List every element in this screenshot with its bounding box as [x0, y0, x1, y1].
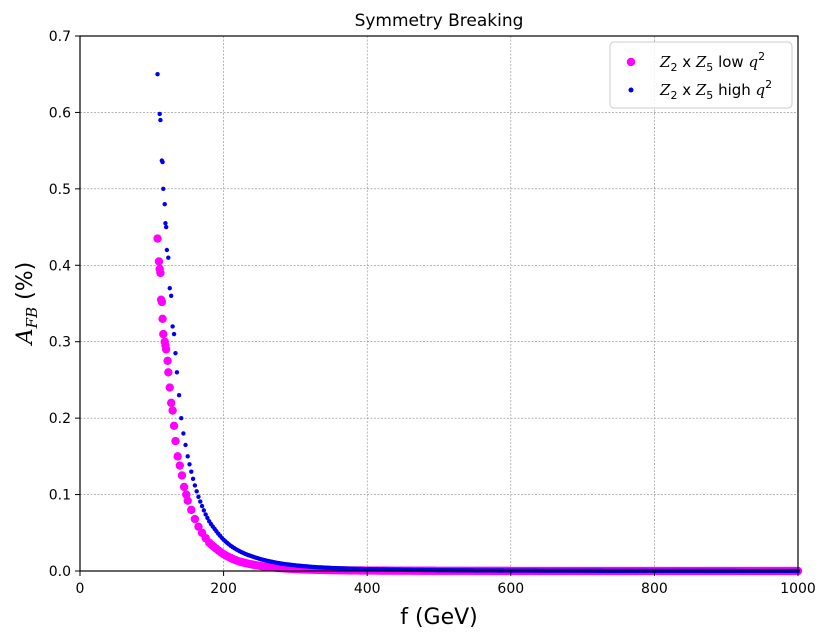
- scatter-point-z2-x-z5-high-q-2: [198, 499, 203, 504]
- scatter-point-z2-x-z5-high-q-2: [160, 159, 165, 165]
- scatter-point-z2-x-z5-high-q-2: [171, 331, 177, 337]
- legend-label-low-q2: Z2 x Z5 low q2: [659, 50, 765, 74]
- y-axis-label-base: A: [13, 328, 38, 346]
- scatter-point-z2-x-z5-high-q-2: [199, 503, 205, 509]
- scatter-point-z2-x-z5-high-q-2: [161, 186, 166, 192]
- scatter-point-z2-x-z5-high-q-2: [189, 469, 194, 474]
- scatter-point-z2-x-z5-high-q-2: [192, 483, 198, 488]
- scatter-point-z2-x-z5-high-q-2: [157, 111, 162, 117]
- y-axis-label: AFB (%): [13, 262, 41, 346]
- scatter-point-z2-x-z5-high-q-2: [174, 370, 180, 375]
- scatter-point-z2-x-z5-low-q-2: [161, 345, 171, 354]
- y-axis-label-unit: (%): [13, 262, 38, 307]
- legend-box: [609, 41, 793, 109]
- y-tick-label: 0.5: [49, 182, 71, 198]
- legend-label-high-q2: Z2 x Z5 high q2: [659, 78, 772, 102]
- y-tick-label: 0.4: [49, 258, 71, 274]
- scatter-point-z2-x-z5-low-q-2: [168, 406, 177, 415]
- scatter-point-z2-x-z5-low-q-2: [164, 368, 173, 377]
- chart-title: Symmetry Breaking: [355, 11, 524, 31]
- x-tick-label: 400: [354, 581, 381, 597]
- legend: Z2 x Z5 low q2 Z2 x Z5 high q2: [609, 41, 793, 109]
- y-tick-label: 0.0: [49, 564, 71, 580]
- x-tick-label: 600: [497, 581, 524, 597]
- scatter-point-z2-x-z5-high-q-2: [163, 224, 169, 230]
- scatter-point-z2-x-z5-low-q-2: [169, 421, 179, 430]
- scatter-point-z2-x-z5-low-q-2: [171, 436, 180, 446]
- y-tick-label: 0.7: [49, 29, 71, 45]
- x-tick-label: 800: [641, 581, 668, 597]
- x-tick-label: 200: [210, 581, 237, 597]
- scatter-point-z2-x-z5-high-q-2: [168, 293, 174, 299]
- legend-marker-high-q2: [628, 87, 634, 93]
- scatter-point-z2-x-z5-low-q-2: [190, 514, 200, 524]
- scatter-point-z2-x-z5-low-q-2: [173, 452, 182, 461]
- y-tick-label: 0.3: [49, 335, 71, 351]
- scatter-point-z2-x-z5-high-q-2: [163, 221, 168, 226]
- scatter-point-z2-x-z5-high-q-2: [173, 350, 178, 356]
- x-tick-label: 0: [76, 581, 85, 597]
- scatter-point-z2-x-z5-high-q-2: [201, 508, 207, 513]
- scatter-point-z2-x-z5-high-q-2: [203, 512, 208, 517]
- scatter-point-z2-x-z5-high-q-2: [194, 489, 199, 494]
- x-axis-label: f (GeV): [400, 605, 478, 630]
- scatter-point-z2-x-z5-high-q-2: [205, 515, 210, 521]
- scatter-point-z2-x-z5-high-q-2: [166, 255, 171, 260]
- scatter-point-z2-x-z5-high-q-2: [181, 431, 186, 436]
- y-tick-label: 0.2: [49, 411, 71, 427]
- y-tick-label: 0.6: [49, 105, 71, 121]
- scatter-point-z2-x-z5-low-q-2: [187, 505, 196, 515]
- legend-marker-low-q2: [626, 57, 636, 67]
- scatter-point-z2-x-z5-high-q-2: [155, 72, 160, 77]
- y-axis-label-subscript: FB: [23, 307, 41, 329]
- scatter-point-z2-x-z5-high-q-2: [158, 117, 163, 123]
- scatter-point-z2-x-z5-low-q-2: [183, 496, 192, 505]
- scatter-point-z2-x-z5-low-q-2: [175, 461, 184, 470]
- scatter-point-z2-x-z5-low-q-2: [156, 268, 165, 278]
- scatter-point-z2-x-z5-low-q-2: [159, 329, 168, 339]
- scatter-point-z2-x-z5-high-q-2: [162, 201, 167, 207]
- scatter-point-z2-x-z5-low-q-2: [157, 297, 167, 307]
- scatter-point-z2-x-z5-high-q-2: [170, 324, 175, 329]
- scatter-point-z2-x-z5-high-q-2: [167, 286, 172, 291]
- plot-frame: [79, 35, 799, 572]
- y-tick-label: 0.1: [49, 488, 71, 504]
- axis-ticks: 0 200 400 600 800 1000 0.0 0.1 0.2 0.3 0.4 0.5 0.6 0.…: [49, 29, 816, 597]
- x-tick-label: 1000: [780, 581, 816, 597]
- scatter-point-z2-x-z5-high-q-2: [190, 476, 196, 481]
- scatter-point-z2-x-z5-low-q-2: [165, 383, 174, 392]
- scatter-point-z2-x-z5-low-q-2: [166, 398, 176, 408]
- scatter-point-z2-x-z5-high-q-2: [183, 442, 188, 448]
- scatter-point-z2-x-z5-low-q-2: [153, 234, 162, 243]
- scatter-point-z2-x-z5-low-q-2: [194, 522, 203, 531]
- scatter-point-z2-x-z5-low-q-2: [163, 356, 172, 366]
- scatter-point-z2-x-z5-high-q-2: [179, 415, 184, 421]
- scatter-point-z2-x-z5-low-q-2: [154, 257, 164, 266]
- scatter-point-z2-x-z5-high-q-2: [187, 462, 192, 467]
- scatter-point-z2-x-z5-high-q-2: [176, 393, 182, 398]
- scatter-point-z2-x-z5-low-q-2: [179, 482, 189, 492]
- scatter-point-z2-x-z5-high-q-2: [164, 247, 170, 253]
- scatter-point-z2-x-z5-low-q-2: [158, 314, 167, 323]
- scatter-point-z2-x-z5-low-q-2: [177, 471, 187, 480]
- scatter-point-z2-x-z5-high-q-2: [185, 454, 190, 459]
- scatter-point-z2-x-z5-high-q-2: [196, 494, 201, 500]
